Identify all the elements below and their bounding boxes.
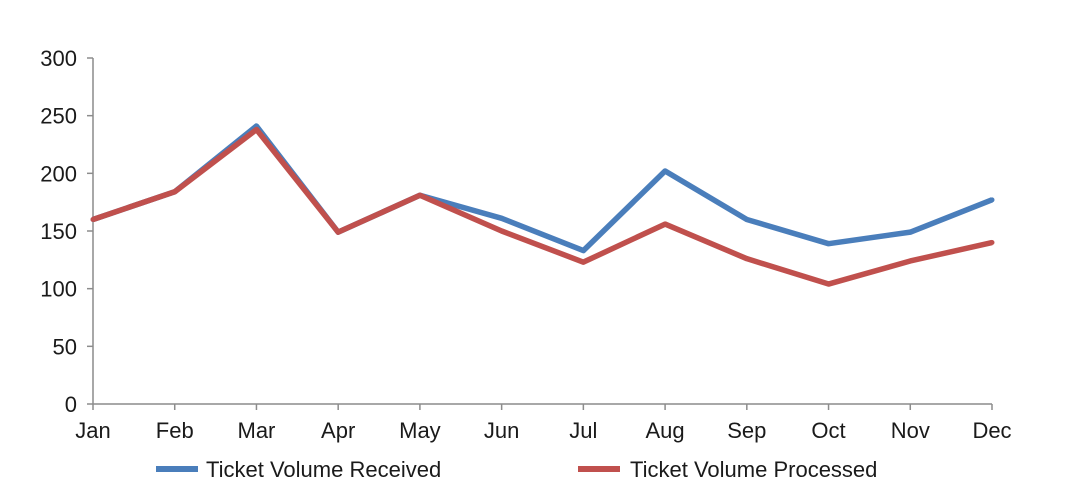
data-point bbox=[580, 259, 586, 265]
x-tick-label: Feb bbox=[156, 418, 194, 443]
data-point bbox=[90, 216, 96, 222]
data-point bbox=[253, 127, 259, 133]
data-point bbox=[744, 256, 750, 262]
x-tick-label: Jun bbox=[484, 418, 519, 443]
x-axis: Jan Feb Mar Apr May Jun Jul Aug Sep Oct Nov Dec bbox=[75, 403, 1012, 443]
legend-item-processed: Ticket Volume Processed bbox=[578, 457, 877, 482]
data-point bbox=[907, 258, 913, 264]
data-point bbox=[580, 248, 586, 254]
x-tick-label: May bbox=[399, 418, 441, 443]
x-tick-label: Sep bbox=[727, 418, 766, 443]
x-tick-label: Oct bbox=[811, 418, 845, 443]
series-layer bbox=[90, 123, 995, 287]
data-point bbox=[989, 240, 995, 246]
data-point bbox=[417, 192, 423, 198]
data-point bbox=[744, 216, 750, 222]
legend: Ticket Volume Received Ticket Volume Proc… bbox=[156, 457, 877, 482]
y-tick-label: 250 bbox=[40, 104, 77, 129]
series-line-processed bbox=[92, 126, 993, 287]
x-tick-label: Jul bbox=[569, 418, 597, 443]
series-line-received bbox=[92, 123, 994, 254]
x-tick-label: Dec bbox=[972, 418, 1011, 443]
data-point bbox=[662, 168, 668, 174]
y-tick-label: 300 bbox=[40, 46, 77, 71]
data-point bbox=[826, 241, 832, 247]
x-tick-label: Jan bbox=[75, 418, 110, 443]
data-point bbox=[662, 221, 668, 227]
data-point bbox=[499, 215, 505, 221]
legend-item-received: Ticket Volume Received bbox=[156, 457, 441, 482]
y-axis: 0 50 100 150 200 250 300 bbox=[40, 46, 94, 417]
data-point bbox=[826, 281, 832, 287]
x-tick-label: Nov bbox=[891, 418, 930, 443]
data-point bbox=[335, 229, 341, 235]
x-tick-label: Mar bbox=[238, 418, 276, 443]
legend-label: Ticket Volume Received bbox=[206, 457, 441, 482]
y-tick-label: 150 bbox=[40, 219, 77, 244]
y-tick-label: 50 bbox=[53, 334, 77, 359]
data-point bbox=[989, 197, 995, 203]
data-point bbox=[907, 229, 913, 235]
legend-label: Ticket Volume Processed bbox=[630, 457, 877, 482]
x-tick-label: Aug bbox=[646, 418, 685, 443]
data-point bbox=[172, 189, 178, 195]
x-tick-label: Apr bbox=[321, 418, 355, 443]
y-tick-label: 200 bbox=[40, 161, 77, 186]
y-tick-label: 0 bbox=[65, 392, 77, 417]
data-point bbox=[499, 228, 505, 234]
y-tick-label: 100 bbox=[40, 277, 77, 302]
